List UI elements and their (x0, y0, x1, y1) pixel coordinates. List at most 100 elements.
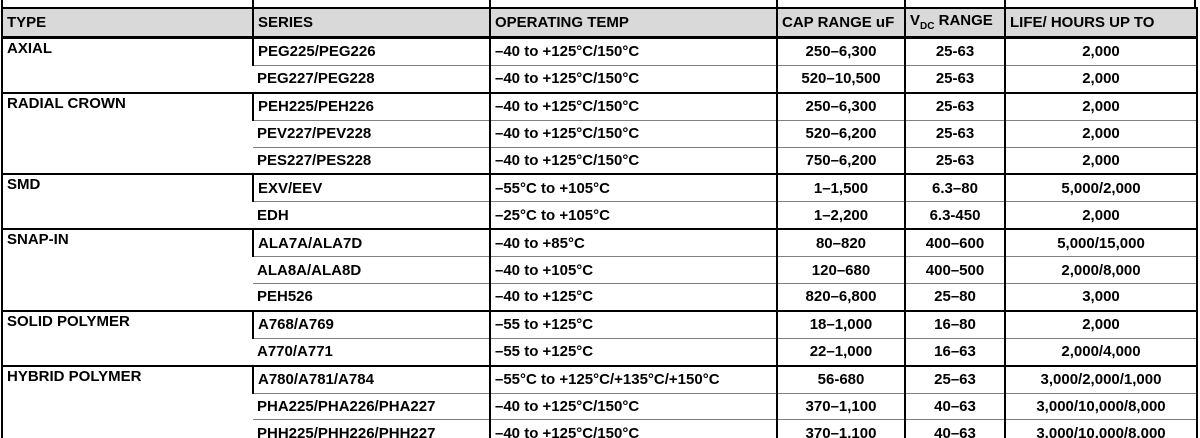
cell-cap-range: 520–6,200 (776, 119, 905, 148)
cell-operating-temp: –40 to +125°C/150°C (489, 119, 777, 148)
cell-series: A770/A771 (253, 337, 490, 366)
vdc-subscript: DC (920, 21, 935, 32)
cell-operating-temp: –40 to +85°C (489, 228, 777, 257)
table-row: RADIAL CROWN PEH225/PEH226 –40 to +125°C… (2, 91, 1197, 175)
column-line-stub (904, 0, 906, 7)
table-row: PEV227/PEV228 –40 to +125°C/150°C 520–6,… (2, 119, 1197, 148)
cell-vdc-range: 6.3–80 (904, 173, 1005, 202)
column-header-type: TYPE (2, 8, 253, 39)
cell-series: PEG225/PEG226 (252, 36, 490, 66)
cell-life-hours: 5,000/15,000 (1004, 228, 1197, 257)
cell-operating-temp: –40 to +125°C/150°C (489, 392, 777, 420)
cell-cap-range: 1–1,500 (776, 173, 905, 202)
column-line-stub (1194, 0, 1196, 7)
cell-life-hours: 3,000 (1004, 283, 1197, 311)
cell-life-hours: 2,000 (1004, 36, 1197, 66)
column-line-stub (1004, 0, 1006, 7)
table-row: PES227/PES228 –40 to +125°C/150°C 750–6,… (2, 146, 1197, 175)
cell-life-hours: 2,000 (1004, 119, 1197, 148)
cell-series: PEV227/PEV228 (253, 119, 490, 148)
cell-life-hours: 2,000/4,000 (1004, 337, 1197, 366)
cell-vdc-range: 6.3-450 (904, 201, 1005, 230)
cell-vdc-range: 25-63 (904, 146, 1005, 175)
cell-type: AXIAL (2, 36, 253, 93)
column-header-vdc-range: VDC RANGE (904, 8, 1005, 39)
cell-cap-range: 56-680 (776, 364, 905, 394)
cell-series: ALA7A/ALA7D (252, 228, 490, 257)
cell-vdc-range: 40–63 (904, 419, 1005, 438)
cell-vdc-range: 400–600 (904, 228, 1005, 257)
cell-cap-range: 22–1,000 (776, 337, 905, 366)
cell-life-hours: 2,000 (1004, 201, 1197, 230)
column-header-life-hours: LIFE/ HOURS UP TO (1004, 8, 1197, 39)
cell-life-hours: 2,000/8,000 (1004, 256, 1197, 284)
cell-operating-temp: –40 to +125°C/150°C (489, 91, 777, 121)
cell-type: SNAP-IN (2, 228, 253, 311)
cell-vdc-range: 16–63 (904, 337, 1005, 366)
table-row: EDH –25°C to +105°C 1–2,200 6.3-450 2,00… (2, 201, 1197, 230)
capacitor-series-table: TYPE SERIES OPERATING TEMP CAP RANGE uF … (1, 7, 1198, 438)
cell-operating-temp: –55°C to +105°C (489, 173, 777, 202)
cell-operating-temp: –40 to +125°C (489, 283, 777, 311)
cell-series: PHH225/PHH226/PHH227 (253, 419, 490, 438)
cell-vdc-range: 25-63 (904, 36, 1005, 66)
cell-operating-temp: –40 to +105°C (489, 256, 777, 284)
cell-series: PEG227/PEG228 (253, 64, 490, 93)
cell-life-hours: 2,000 (1004, 64, 1197, 93)
cell-life-hours: 3,000/10,000/8,000 (1004, 392, 1197, 420)
cell-series: A768/A769 (252, 309, 490, 339)
table-row: ALA8A/ALA8D –40 to +105°C 120–680 400–50… (2, 256, 1197, 284)
column-line-stub (776, 0, 778, 7)
table-row: PHH225/PHH226/PHH227 –40 to +125°C/150°C… (2, 419, 1197, 438)
cell-cap-range: 250–6,300 (776, 91, 905, 121)
table-row: HYBRID POLYMER A780/A781/A784 –55°C to +… (2, 364, 1197, 438)
cell-vdc-range: 400–500 (904, 256, 1005, 284)
cell-series: EDH (253, 201, 490, 230)
table-row: PEG227/PEG228 –40 to +125°C/150°C 520–10… (2, 64, 1197, 93)
cell-type: SMD (2, 173, 253, 230)
cell-life-hours: 2,000 (1004, 91, 1197, 121)
table-row: SOLID POLYMER A768/A769 –55 to +125°C 18… (2, 309, 1197, 366)
table-row: A770/A771 –55 to +125°C 22–1,000 16–63 2… (2, 337, 1197, 366)
cropped-table-edge (0, 0, 1200, 7)
cell-type: RADIAL CROWN (2, 91, 253, 175)
cell-type: HYBRID POLYMER (2, 364, 253, 438)
cell-operating-temp: –55 to +125°C (489, 309, 777, 339)
column-header-series: SERIES (252, 8, 490, 39)
cell-cap-range: 120–680 (776, 256, 905, 284)
cell-life-hours: 5,000/2,000 (1004, 173, 1197, 202)
table-row: SNAP-IN ALA7A/ALA7D –40 to +85°C 80–820 … (2, 228, 1197, 311)
table-row: PHA225/PHA226/PHA227 –40 to +125°C/150°C… (2, 392, 1197, 420)
cell-cap-range: 1–2,200 (776, 201, 905, 230)
cell-series: EXV/EEV (252, 173, 490, 202)
cell-cap-range: 820–6,800 (776, 283, 905, 311)
cell-operating-temp: –40 to +125°C/150°C (489, 64, 777, 93)
cell-life-hours: 2,000 (1004, 309, 1197, 339)
cell-vdc-range: 25-63 (904, 64, 1005, 93)
column-line-stub (1, 0, 3, 7)
cell-cap-range: 18–1,000 (776, 309, 905, 339)
cell-operating-temp: –55 to +125°C (489, 337, 777, 366)
cell-series: PHA225/PHA226/PHA227 (253, 392, 490, 420)
column-header-cap-range: CAP RANGE uF (776, 8, 905, 39)
cell-life-hours: 2,000 (1004, 146, 1197, 175)
cell-cap-range: 80–820 (776, 228, 905, 257)
cell-cap-range: 250–6,300 (776, 36, 905, 66)
cell-life-hours: 3,000/2,000/1,000 (1004, 364, 1197, 394)
cell-vdc-range: 25-63 (904, 91, 1005, 121)
cell-series: A780/A781/A784 (252, 364, 490, 394)
cell-vdc-range: 16–80 (904, 309, 1005, 339)
cell-cap-range: 750–6,200 (776, 146, 905, 175)
cell-operating-temp: –40 to +125°C/150°C (489, 36, 777, 66)
cell-vdc-range: 25-63 (904, 119, 1005, 148)
cell-series: PEH225/PEH226 (252, 91, 490, 121)
cell-type: SOLID POLYMER (2, 309, 253, 366)
cell-vdc-range: 40–63 (904, 392, 1005, 420)
table-row: PEH526 –40 to +125°C 820–6,800 25–80 3,0… (2, 283, 1197, 311)
cell-series: ALA8A/ALA8D (253, 256, 490, 284)
header-row: TYPE SERIES OPERATING TEMP CAP RANGE uF … (2, 8, 1197, 39)
table-row: SMD EXV/EEV –55°C to +105°C 1–1,500 6.3–… (2, 173, 1197, 230)
cell-series: PEH526 (253, 283, 490, 311)
cell-operating-temp: –40 to +125°C/150°C (489, 419, 777, 438)
